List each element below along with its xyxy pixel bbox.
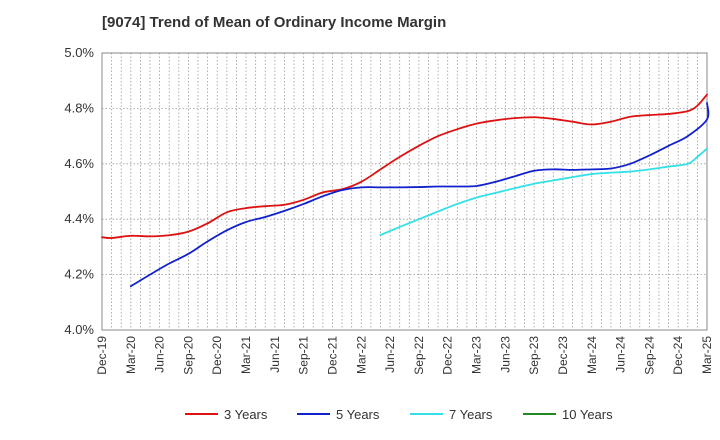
x-tick-label: Sep-21: [297, 336, 311, 375]
y-tick-label: 4.6%: [64, 156, 94, 171]
x-tick-label: Jun-20: [153, 336, 167, 373]
x-tick-label: Dec-20: [210, 336, 224, 375]
chart-title: [9074] Trend of Mean of Ordinary Income …: [102, 14, 447, 31]
x-tick-label: Dec-22: [441, 336, 455, 375]
legend-label: 5 Years: [336, 407, 380, 422]
y-tick-label: 4.2%: [64, 267, 94, 282]
x-tick-label: Dec-19: [95, 336, 109, 375]
x-tick-label: Sep-20: [181, 336, 195, 375]
x-tick-label: Dec-24: [671, 336, 685, 375]
x-tick-label: Jun-23: [498, 336, 512, 373]
x-tick-label: Mar-22: [354, 336, 368, 374]
series-lines: [101, 93, 710, 288]
series-line-3-years: [101, 93, 708, 239]
x-tick-label: Mar-24: [585, 336, 599, 374]
x-tick-label: Dec-21: [325, 336, 339, 375]
x-tick-label: Sep-24: [642, 336, 656, 375]
x-tick-label: Mar-21: [239, 336, 253, 374]
plot-area: [102, 53, 707, 330]
legend: 3 Years 5 Years 7 Years 10 Years: [185, 407, 613, 422]
x-tick-label: Sep-22: [412, 336, 426, 375]
series-line-5-years: [129, 101, 710, 288]
y-tick-label: 4.0%: [64, 322, 94, 337]
series-line-7-years: [379, 147, 708, 236]
grid-lines: [102, 53, 707, 330]
x-tick-label: Sep-23: [527, 336, 541, 375]
plot-border: [101, 52, 708, 331]
x-tick-label: Mar-23: [470, 336, 484, 374]
y-tick-label: 4.8%: [64, 100, 94, 115]
x-tick-label: Jun-24: [614, 336, 628, 373]
x-tick-label: Mar-25: [700, 336, 714, 374]
x-tick-label: Jun-21: [268, 336, 282, 373]
y-tick-label: 5.0%: [64, 45, 94, 60]
legend-label: 3 Years: [224, 407, 268, 422]
x-tick-label: Jun-22: [383, 336, 397, 373]
axes: [101, 52, 708, 331]
x-axis-ticks: Dec-19 Mar-20 Jun-20 Sep-20 Dec-20 Mar-21 Jun-…: [95, 336, 714, 375]
x-tick-label: Dec-23: [556, 336, 570, 375]
y-tick-label: 4.4%: [64, 211, 94, 226]
legend-label: 7 Years: [449, 407, 493, 422]
x-tick-label: Mar-20: [124, 336, 138, 374]
legend-label: 10 Years: [562, 407, 613, 422]
y-axis-ticks: 5.0% 4.8% 4.6% 4.4% 4.2% 4.0%: [64, 45, 94, 337]
